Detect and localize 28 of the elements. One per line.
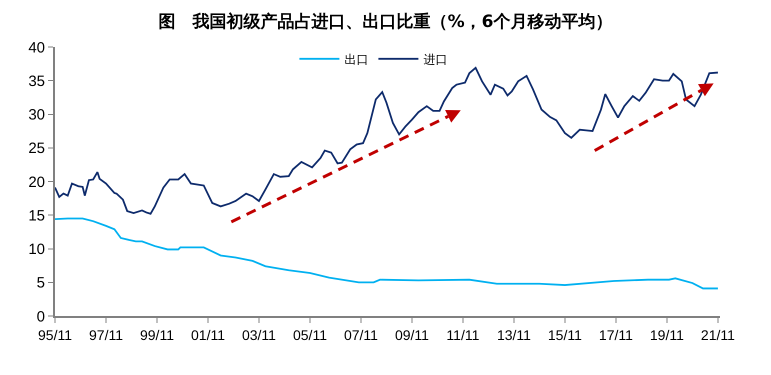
x-tick-label: 05/11	[292, 326, 328, 343]
y-tick-label: 30	[28, 106, 45, 124]
y-tick-label: 15	[28, 207, 45, 224]
x-tick-label: 01/11	[191, 326, 226, 343]
x-tick-label: 19/11	[650, 326, 684, 343]
y-tick-label: 20	[28, 174, 45, 191]
x-tick-label: 09/11	[394, 326, 430, 343]
legend-label: 进口	[423, 52, 448, 66]
y-tick-label: 5	[36, 274, 45, 292]
x-tick-label: 15/11	[548, 326, 582, 343]
x-tick-label: 21/11	[700, 326, 736, 343]
x-tick-label: 95/11	[38, 326, 72, 343]
y-tick-label: 0	[36, 308, 45, 326]
x-tick-label: 17/11	[598, 326, 634, 343]
x-tick-label: 11/11	[446, 326, 480, 343]
y-tick-label: 35	[28, 72, 45, 90]
chart-title: 图 我国初级产品占进口、出口比重（%，6个月移动平均）	[158, 12, 612, 32]
y-tick-label: 25	[28, 140, 45, 158]
x-tick-label: 13/11	[496, 326, 532, 343]
y-tick-label: 10	[28, 241, 45, 258]
x-tick-label: 97/11	[89, 326, 124, 343]
x-tick-label: 03/11	[242, 326, 276, 343]
legend-label: 出口	[344, 52, 368, 66]
x-tick-label: 07/11	[344, 326, 378, 343]
x-tick-label: 99/11	[140, 326, 174, 343]
y-tick-label: 40	[28, 39, 45, 56]
line-series	[55, 218, 719, 290]
line-series	[55, 66, 719, 215]
